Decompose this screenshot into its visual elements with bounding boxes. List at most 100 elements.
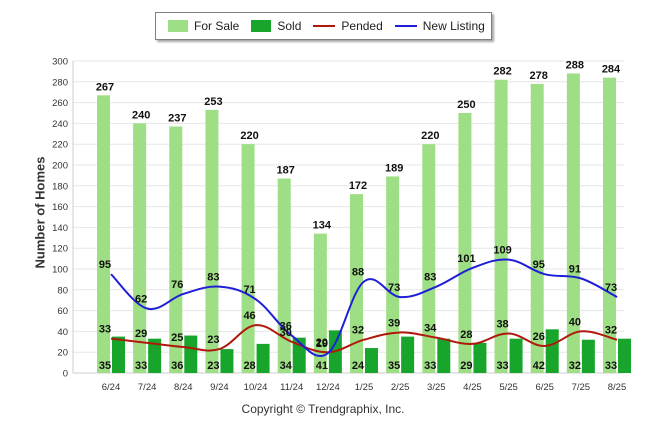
new-listing-data-label: 95 [99, 259, 111, 271]
pended-data-label: 32 [352, 325, 364, 337]
sold-bar [148, 338, 162, 373]
x-tick-label: 11/24 [280, 382, 303, 393]
new-listing-data-label: 62 [135, 294, 147, 306]
sold-data-label: 23 [207, 360, 219, 372]
new-listing-data-label: 83 [207, 272, 219, 284]
pended-line [110, 324, 618, 354]
new-listing-line-icon [394, 25, 417, 27]
new-listing-data-label: 36 [280, 321, 292, 333]
y-tick-label: 160 [52, 202, 68, 213]
pended-line-icon [313, 25, 336, 27]
x-tick-label: 8/24 [174, 382, 193, 393]
for-sale-data-label: 240 [132, 109, 150, 121]
for-sale-data-label: 267 [96, 81, 114, 93]
for-sale-bar [458, 113, 472, 373]
y-tick-label: 60 [57, 306, 68, 317]
new-listing-line [110, 258, 618, 357]
copyright-text: Copyright © Trendgraphix, Inc. [241, 402, 405, 416]
y-tick-label: 300 [52, 57, 68, 68]
for-sale-data-label: 253 [204, 96, 222, 108]
sold-bar [437, 338, 451, 373]
for-sale-bar [133, 123, 147, 374]
pended-data-label: 38 [496, 318, 508, 330]
sold-data-label: 35 [99, 360, 111, 372]
x-tick-label: 1/25 [355, 382, 374, 393]
legend-label-new-listing: New Listing [422, 19, 485, 33]
for-sale-data-label: 288 [566, 59, 584, 71]
pended-data-label: 29 [135, 328, 147, 340]
sold-bar [618, 338, 631, 373]
sold-bar [184, 335, 198, 373]
y-tick-label: 280 [52, 77, 68, 88]
x-tick-label: 10/24 [244, 382, 268, 393]
for-sale-bar [205, 109, 219, 373]
y-tick-label: 140 [52, 223, 68, 234]
for-sale-bar [97, 95, 110, 373]
x-tick-label: 8/25 [608, 382, 627, 393]
sold-bar [581, 339, 595, 373]
for-sale-data-label: 189 [385, 162, 403, 174]
pended-data-label: 30 [280, 327, 292, 339]
pended-data-label: 34 [424, 323, 437, 335]
legend-item-new-listing: New Listing [394, 19, 485, 33]
sold-data-label: 29 [460, 360, 472, 372]
x-tick-label: 4/25 [463, 382, 482, 393]
for-sale-bar [422, 144, 436, 373]
for-sale-bar [566, 73, 580, 373]
pended-data-label: 23 [207, 334, 219, 346]
pended-data-label: 32 [605, 325, 617, 337]
for-sale-bar [494, 79, 508, 373]
sold-bar [365, 348, 378, 373]
sold-data-label: 42 [533, 360, 545, 372]
for-sale-data-label: 187 [277, 165, 295, 177]
for-sale-data-label: 284 [602, 64, 621, 76]
for-sale-bar [386, 176, 400, 373]
sold-bar [401, 336, 415, 373]
pended-data-label: 33 [99, 324, 111, 336]
pended-data-label: 26 [533, 331, 545, 343]
legend-item-for-sale: For Sale [168, 19, 239, 33]
sold-data-label: 33 [496, 360, 508, 372]
x-tick-label: 3/25 [427, 382, 446, 393]
x-tick-label: 5/25 [499, 382, 518, 393]
for-sale-bar [603, 77, 616, 373]
x-tick-label: 6/25 [535, 382, 554, 393]
sold-bar [545, 329, 559, 373]
new-listing-data-label: 91 [569, 263, 581, 275]
for-sale-bar [241, 144, 255, 373]
x-tick-label: 7/25 [572, 382, 591, 393]
y-tick-label: 80 [57, 285, 68, 296]
y-tick-label: 260 [52, 98, 68, 109]
sold-bar [220, 349, 234, 373]
for-sale-data-label: 237 [168, 113, 186, 125]
pended-data-label: 40 [569, 316, 581, 328]
new-listing-data-label: 73 [388, 282, 400, 294]
sold-data-label: 33 [605, 360, 617, 372]
x-tick-label: 12/24 [316, 382, 340, 393]
sold-bar [473, 342, 487, 373]
sold-bar [256, 343, 270, 373]
new-listing-data-label: 95 [533, 259, 545, 271]
y-tick-label: 240 [52, 119, 68, 130]
for-sale-bar [350, 194, 363, 373]
for-sale-data-label: 134 [313, 220, 332, 232]
new-listing-data-label: 71 [243, 284, 255, 296]
for-sale-data-label: 172 [349, 180, 367, 192]
legend-label-for-sale: For Sale [194, 19, 240, 33]
for-sale-bar [277, 178, 291, 373]
chart-legend: For Sale Sold Pended New Listing [155, 12, 492, 40]
for-sale-data-label: 278 [530, 70, 548, 82]
pended-data-label: 20 [316, 337, 328, 349]
sold-data-label: 33 [424, 360, 436, 372]
for-sale-bar [169, 126, 183, 374]
y-tick-label: 180 [52, 181, 68, 192]
pended-data-label: 39 [388, 317, 400, 329]
sold-data-label: 33 [135, 360, 147, 372]
pended-data-label: 46 [243, 310, 255, 322]
for-sale-bar [530, 83, 544, 373]
x-tick-label: 6/24 [102, 382, 121, 393]
chart-canvas: 0 20 40 60 80 100 120 140 160 180 200 220 240 260 280 3… [52, 57, 631, 393]
for-sale-data-label: 220 [421, 130, 439, 142]
legend-label-pended: Pended [341, 19, 383, 33]
legend-item-pended: Pended [313, 19, 383, 33]
